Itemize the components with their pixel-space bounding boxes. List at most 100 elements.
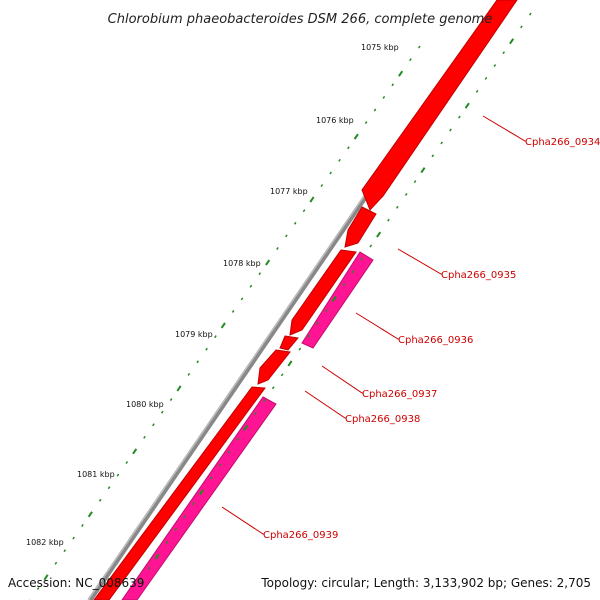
inner-minor-tick: [271, 386, 275, 390]
inner-minor-tick: [458, 115, 461, 119]
outer-minor-tick: [409, 58, 412, 62]
outer-minor-tick: [116, 473, 120, 477]
outer-minor-tick: [187, 372, 191, 376]
inner-major-tick: [287, 360, 293, 367]
page-title: Chlorobium phaeobacteroides DSM 266, com…: [108, 12, 493, 27]
inner-major-tick: [464, 102, 470, 109]
outer-minor-tick: [329, 171, 332, 175]
outer-minor-tick: [338, 158, 341, 162]
inner-minor-tick: [263, 399, 266, 403]
ruler-label: 1077 kbp: [270, 187, 308, 196]
outer-minor-tick: [169, 398, 173, 402]
ruler-label: 1075 kbp: [361, 43, 399, 52]
outer-minor-tick: [107, 486, 111, 490]
ruler-ticks: [29, 12, 532, 600]
ruler-label: 1082 kbp: [26, 538, 64, 547]
outer-minor-tick: [417, 45, 421, 49]
outer-minor-tick: [63, 549, 67, 553]
inner-minor-tick: [307, 334, 311, 338]
outer-minor-tick: [152, 423, 155, 427]
gene-label-Cpha266_0939[interactable]: Cpha266_0939: [263, 530, 338, 541]
inner-minor-tick: [342, 283, 346, 287]
inner-minor-tick: [528, 12, 532, 16]
inner-minor-tick: [431, 154, 435, 158]
inner-minor-tick: [484, 77, 488, 80]
gene-Cpha266_0938-b[interactable]: [93, 386, 266, 600]
outer-minor-tick: [240, 297, 244, 301]
outer-minor-tick: [214, 335, 217, 339]
outer-minor-tick: [320, 184, 324, 187]
inner-minor-tick: [325, 308, 328, 312]
ruler-label: 1078 kbp: [223, 259, 261, 268]
ruler-labels: 1075 kbp 1076 kbp 1077 kbp 1078 kbp 1079 kbp…: [26, 43, 399, 547]
outer-minor-tick: [293, 221, 297, 225]
outer-major-tick: [220, 322, 226, 329]
inner-minor-tick: [138, 579, 142, 583]
outer-major-tick: [43, 574, 49, 581]
outer-minor-tick: [391, 83, 395, 87]
gene-Cpha266_0938[interactable]: [257, 349, 291, 385]
gene-Cpha266_0936[interactable]: [301, 251, 374, 349]
outer-minor-tick: [143, 435, 146, 439]
ruler-label: 1076 kbp: [316, 116, 354, 125]
inner-minor-tick: [236, 437, 240, 441]
gene-leader-line: [397, 248, 442, 275]
outer-minor-tick: [98, 498, 102, 502]
outer-minor-tick: [125, 461, 129, 464]
outer-minor-tick: [276, 247, 279, 250]
inner-major-tick: [243, 424, 249, 431]
inner-minor-tick: [298, 347, 302, 351]
outer-major-tick: [309, 196, 315, 203]
outer-minor-tick: [196, 360, 200, 364]
inner-minor-tick: [493, 64, 497, 68]
inner-minor-tick: [360, 257, 364, 261]
gene-Cpha266_0935[interactable]: [344, 206, 377, 248]
inner-minor-tick: [218, 463, 222, 467]
outer-minor-tick: [258, 272, 262, 276]
inner-minor-tick: [440, 141, 443, 145]
accession-text: Accession: NC_008639: [8, 576, 144, 590]
outer-major-tick: [353, 133, 359, 140]
inner-minor-tick: [387, 218, 390, 222]
inner-minor-tick: [520, 25, 523, 29]
inner-minor-tick: [404, 192, 408, 196]
inner-major-tick: [509, 38, 515, 45]
gene-label-Cpha266_0938[interactable]: Cpha266_0938: [345, 414, 420, 425]
inner-minor-tick: [174, 528, 178, 531]
outer-minor-tick: [249, 284, 253, 288]
gene-label-Cpha266_0934[interactable]: Cpha266_0934: [525, 137, 600, 148]
inner-minor-tick: [192, 502, 195, 506]
inner-minor-tick: [254, 412, 257, 415]
outer-minor-tick: [364, 121, 368, 125]
inner-major-tick: [376, 231, 382, 238]
inner-minor-tick: [396, 205, 399, 209]
gene-label-Cpha266_0935[interactable]: Cpha266_0935: [441, 270, 516, 281]
inner-major-tick: [331, 295, 337, 303]
inner-minor-tick: [351, 270, 355, 274]
inner-major-tick: [420, 167, 426, 174]
gene-leader-line: [304, 390, 346, 419]
inner-minor-tick: [502, 51, 506, 55]
inner-minor-tick: [227, 450, 231, 454]
inner-minor-tick: [165, 540, 169, 544]
gene-Cpha266_0939[interactable]: [121, 396, 277, 600]
outer-major-tick: [265, 259, 271, 266]
inner-minor-tick: [280, 373, 284, 377]
inner-minor-tick: [369, 244, 373, 248]
gene-label-Cpha266_0936[interactable]: Cpha266_0936: [398, 335, 473, 346]
gene-label-Cpha266_0937[interactable]: Cpha266_0937: [362, 389, 437, 400]
gene-labels: Cpha266_0934 Cpha266_0935 Cpha266_0936 Cpha…: [221, 115, 600, 541]
ruler-label: 1081 kbp: [77, 470, 115, 479]
outer-major-tick: [87, 511, 93, 518]
gene-Cpha266_0937[interactable]: [289, 249, 357, 336]
gene-leader-line: [321, 365, 363, 394]
outer-minor-tick: [347, 146, 350, 150]
gene-Cpha266_0934[interactable]: [361, 0, 518, 211]
gene-Cpha266_0937-b[interactable]: [279, 335, 299, 351]
outer-minor-tick: [373, 108, 377, 112]
gene-leader-line: [355, 312, 399, 340]
outer-major-tick: [176, 385, 182, 392]
outer-major-tick: [398, 70, 404, 77]
inner-minor-tick: [209, 476, 213, 480]
